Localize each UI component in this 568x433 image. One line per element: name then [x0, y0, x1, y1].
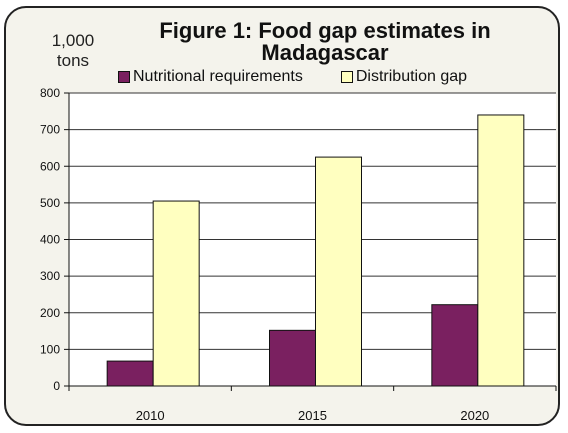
y-tick-label-500: 500: [40, 196, 60, 210]
chart-title-line-1: Figure 1: Food gap estimates in: [159, 18, 491, 43]
legend-label-distribution: Distribution gap: [355, 68, 468, 85]
y-unit-label-line-2: tons: [56, 51, 90, 70]
legend: Nutritional requirements Distribution ga…: [118, 68, 505, 86]
bar-nutritional-2015: [269, 329, 316, 387]
legend-item-distribution: Distribution gap: [340, 68, 468, 86]
legend-label-nutritional: Nutritional requirements: [133, 68, 303, 85]
bar-nutritional-2010: [106, 360, 154, 387]
y-tick-label-300: 300: [40, 269, 60, 283]
y-tick-label-200: 200: [40, 306, 60, 320]
y-tick-label-0: 0: [53, 379, 60, 393]
x-tick-label-2020: 2020: [460, 408, 489, 423]
legend-swatch-distribution: [340, 71, 353, 83]
bar-distribution-2015: [315, 156, 362, 387]
y-tick-label-800: 800: [40, 86, 60, 100]
x-tick-label-2015: 2015: [298, 408, 327, 423]
y-tick-label-400: 400: [40, 233, 60, 247]
y-tick-label-100: 100: [40, 342, 60, 356]
x-tick-label-2010: 2010: [136, 408, 165, 423]
bar-distribution-2010: [152, 200, 200, 387]
y-tick-label-600: 600: [40, 159, 60, 173]
legend-swatch-nutritional: [118, 71, 130, 83]
chart-title-line-2: Madagascar: [261, 40, 389, 65]
y-tick-label-700: 700: [40, 123, 60, 137]
bar-distribution-2020: [477, 114, 525, 387]
y-unit-label-line-1: 1,000: [51, 31, 95, 50]
legend-item-nutritional: Nutritional requirements: [118, 68, 303, 86]
bar-nutritional-2020: [431, 304, 479, 387]
